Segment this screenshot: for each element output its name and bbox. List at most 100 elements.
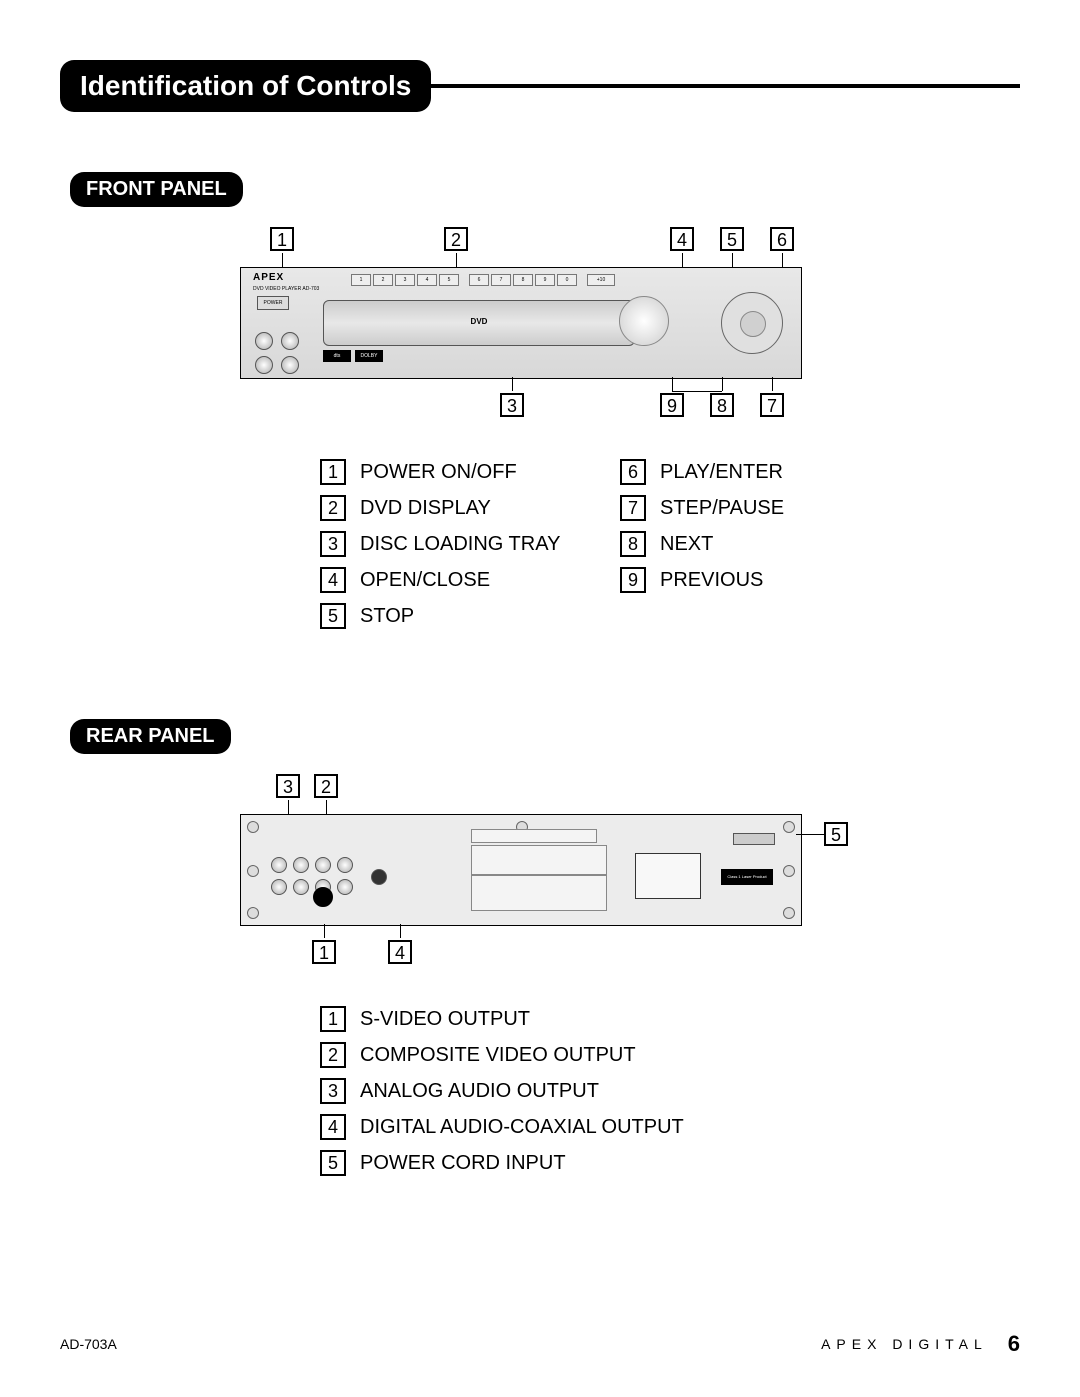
screw-icon [783, 821, 795, 833]
manual-page: Identification of Controls FRONT PANEL 1… [0, 0, 1080, 1397]
legend-item: 2 COMPOSITE VIDEO OUTPUT [320, 1042, 1020, 1068]
rca-jack [271, 857, 287, 873]
leader-line [282, 253, 283, 267]
mic-jack [255, 356, 273, 374]
rear-panel-label: REAR PANEL [70, 719, 231, 754]
device-brand: APEX [253, 272, 284, 283]
leader-line [288, 800, 289, 814]
leader-line [782, 253, 783, 267]
control-dial [721, 292, 783, 354]
legend-num: 2 [320, 1042, 346, 1068]
num-button: 0 [557, 274, 577, 286]
callout-box: 5 [824, 822, 848, 846]
legend-num: 5 [320, 1150, 346, 1176]
callout-box: 4 [388, 940, 412, 964]
legend-label: STEP/PAUSE [660, 497, 784, 520]
callout-box: 6 [770, 227, 794, 251]
audio-jack-group [271, 857, 353, 895]
rear-callouts-bottom: 1 4 [240, 940, 860, 966]
callout-box: 1 [312, 940, 336, 964]
leader-line [772, 377, 773, 391]
legend-label: DISC LOADING TRAY [360, 533, 560, 556]
legend-num: 2 [320, 495, 346, 521]
rear-panel-section: REAR PANEL 3 2 [60, 719, 1020, 1176]
rca-jack [293, 857, 309, 873]
rear-callouts-top: 3 2 [240, 774, 860, 800]
power-cord-input [733, 833, 775, 845]
legend-item: 4 OPEN/CLOSE [320, 567, 600, 593]
legend-label: PLAY/ENTER [660, 461, 783, 484]
callout-box: 8 [710, 393, 734, 417]
footer-model: AD-703A [60, 1336, 117, 1352]
leader-line [722, 377, 723, 391]
legend-num: 5 [320, 603, 346, 629]
legend-item: 7 STEP/PAUSE [620, 495, 900, 521]
callout-box: 7 [760, 393, 784, 417]
power-button: POWER [257, 296, 289, 310]
device-front-illustration: APEX DVD VIDEO PLAYER AD-703 POWER 1 2 3… [240, 267, 802, 379]
num-button: 4 [417, 274, 437, 286]
leader-line [672, 391, 722, 392]
legend-label: POWER ON/OFF [360, 461, 517, 484]
legend-label: ANALOG AUDIO OUTPUT [360, 1080, 599, 1103]
legend-num: 3 [320, 531, 346, 557]
laser-label: Class 1 Laser Product [721, 869, 773, 885]
screw-icon [783, 907, 795, 919]
num-button: 3 [395, 274, 415, 286]
legend-num: 1 [320, 459, 346, 485]
number-buttons-strip: 1 2 3 4 5 6 7 8 9 0 +10 [351, 274, 771, 286]
dvd-logo: DVD [471, 317, 488, 326]
legend-item: 5 POWER CORD INPUT [320, 1150, 1020, 1176]
footer-brand: APEX DIGITAL [821, 1336, 988, 1352]
legend-item: 4 DIGITAL AUDIO-COAXIAL OUTPUT [320, 1114, 1020, 1140]
rca-jack [337, 857, 353, 873]
leader-line [732, 253, 733, 267]
svideo-jack [313, 887, 333, 907]
legend-num: 6 [620, 459, 646, 485]
legend-label: COMPOSITE VIDEO OUTPUT [360, 1044, 636, 1067]
footer-page-number: 6 [1008, 1331, 1020, 1357]
legend-num: 3 [320, 1078, 346, 1104]
callout-box: 1 [270, 227, 294, 251]
legend-item: 9 PREVIOUS [620, 567, 900, 593]
rca-jack [337, 879, 353, 895]
title-bar: Identification of Controls [60, 60, 1020, 112]
num-button: 5 [439, 274, 459, 286]
badges: dts DOLBY [323, 350, 383, 362]
callout-box: 2 [444, 227, 468, 251]
leader-line [324, 924, 325, 938]
num-button: 8 [513, 274, 533, 286]
num-button: 6 [469, 274, 489, 286]
leader-line [672, 377, 673, 391]
legend-item: 6 PLAY/ENTER [620, 459, 900, 485]
page-title: Identification of Controls [60, 60, 431, 112]
legend-item: 8 NEXT [620, 531, 900, 557]
callout-box: 3 [500, 393, 524, 417]
front-callouts-bottom: 3 9 8 7 [240, 393, 800, 419]
disc-tray: DVD [323, 300, 635, 346]
rca-jack [293, 879, 309, 895]
num-button: 2 [373, 274, 393, 286]
dolby-badge: DOLBY [355, 350, 383, 362]
rca-jack [315, 857, 331, 873]
rear-legend: 1 S-VIDEO OUTPUT 2 COMPOSITE VIDEO OUTPU… [320, 1006, 1020, 1176]
legend-item: 1 POWER ON/OFF [320, 459, 600, 485]
legend-num: 9 [620, 567, 646, 593]
warning-label [635, 853, 701, 899]
compliance-label [471, 829, 597, 843]
callout-box: 2 [314, 774, 338, 798]
compliance-label [471, 845, 607, 875]
leader-line [326, 800, 327, 814]
mic-knob [255, 332, 273, 350]
front-callouts-top: 1 2 4 5 6 [240, 227, 800, 253]
legend-label: PREVIOUS [660, 569, 763, 592]
leader-line [456, 253, 457, 267]
disc-indicator [619, 296, 669, 346]
front-legend: 1 POWER ON/OFF 6 PLAY/ENTER 2 DVD DISPLA… [320, 459, 1020, 629]
leader-line [682, 253, 683, 267]
page-footer: AD-703A APEX DIGITAL 6 [60, 1331, 1020, 1357]
callout-box: 9 [660, 393, 684, 417]
leader-line [400, 924, 401, 938]
rca-jack [271, 879, 287, 895]
legend-item: 5 STOP [320, 603, 600, 629]
